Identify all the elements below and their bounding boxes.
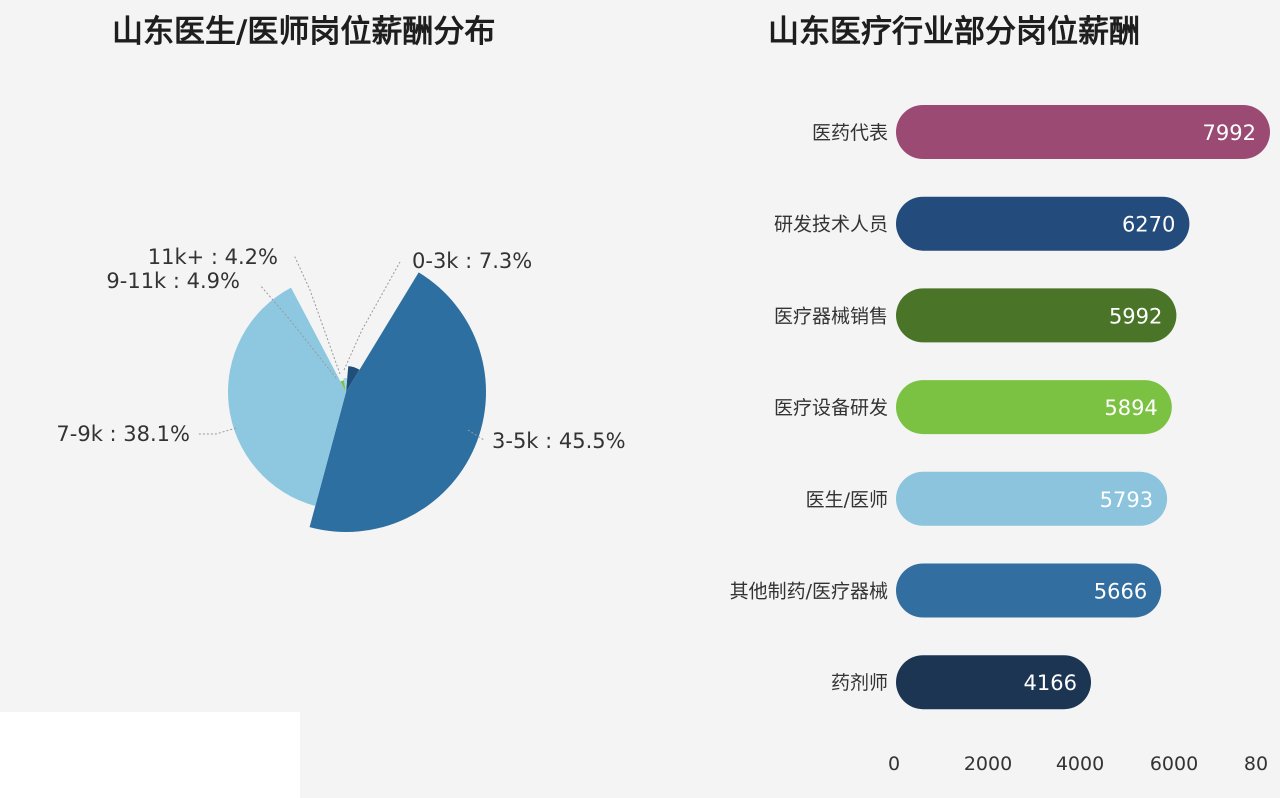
x-tick-label: 0	[888, 753, 900, 775]
bar-6	[896, 563, 1162, 618]
pie-slice-0-3k	[346, 366, 360, 392]
x-tick-label: 6000	[1150, 753, 1198, 775]
bar-value-label: 5666	[1094, 580, 1147, 604]
x-tick-label: 80	[1244, 753, 1268, 775]
bar-value-label: 5894	[1104, 396, 1157, 420]
pie-label-0-3k: 0-3k : 7.3%	[412, 249, 532, 273]
bar-value-label: 5793	[1100, 488, 1153, 512]
bar-category-label: 医疗设备研发	[774, 397, 888, 419]
bar-5	[896, 471, 1168, 526]
blank-overlay-box	[0, 712, 300, 798]
bar-4	[896, 380, 1172, 435]
bar-3	[896, 288, 1177, 343]
bar-category-label: 药剂师	[831, 672, 888, 694]
x-tick-label: 2000	[964, 753, 1012, 775]
bar-category-label: 其他制药/医疗器械	[730, 581, 888, 603]
bar-2	[896, 196, 1190, 251]
bar-value-label: 4166	[1024, 671, 1077, 695]
pie-label-3-5k: 3-5k : 45.5%	[492, 429, 626, 453]
bar-category-label: 医药代表	[812, 122, 888, 144]
pie-chart-title: 山东医生/医师岗位薪酬分布	[112, 14, 496, 50]
pie-slice-9-11k	[340, 380, 346, 392]
pie-label-7-9k: 7-9k : 38.1%	[56, 422, 190, 446]
pie-leader-line-11k+	[293, 254, 341, 375]
bar-7	[896, 655, 1091, 710]
pie-leader-line-9-11k	[259, 284, 337, 379]
bar-value-label: 6270	[1122, 213, 1175, 237]
pie-label-9-11k: 9-11k : 4.9%	[106, 269, 240, 293]
bar-category-label: 医生/医师	[806, 489, 888, 511]
bar-1	[896, 105, 1270, 159]
pie-slice-3-5k	[309, 272, 486, 533]
bar-chart: 医药代表 7992 研发技术人员 6270 医疗器械销售 5992 医疗设备研发 5894 医生…	[730, 105, 1270, 775]
bar-category-label: 研发技术人员	[774, 214, 888, 236]
x-tick-label: 4000	[1056, 753, 1104, 775]
pie-leader-line-7-9k	[198, 427, 237, 435]
bar-value-label: 5992	[1109, 304, 1162, 328]
pie-chart: 0-3k : 7.3% 3-5k : 45.5% 7-9k : 38.1% 9-11k…	[56, 245, 626, 533]
pie-slice-11k+	[343, 377, 348, 392]
pie-label-11k+: 11k+ : 4.2%	[148, 245, 278, 269]
bar-chart-title: 山东医疗行业部分岗位薪酬	[768, 14, 1140, 50]
bar-category-label: 医疗器械销售	[774, 305, 888, 327]
pie-leader-line-3-5k	[467, 429, 485, 441]
bar-value-label: 7992	[1203, 121, 1256, 145]
pie-slice-7-9k	[227, 287, 346, 506]
